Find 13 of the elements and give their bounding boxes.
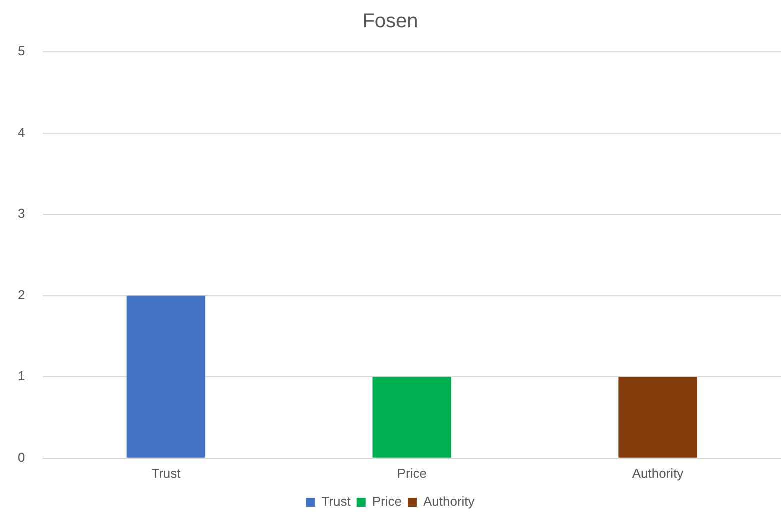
x-tick-label: Trust [152, 466, 182, 481]
y-tick-label: 1 [18, 368, 26, 384]
x-tick-label: Authority [632, 466, 684, 481]
y-tick-label: 3 [18, 206, 26, 222]
y-tick-label: 4 [18, 124, 26, 140]
chart-title: Fosen [362, 10, 418, 33]
legend-label: Price [372, 494, 402, 510]
y-tick-label: 0 [18, 450, 26, 465]
legend-label: Trust [322, 494, 352, 510]
y-tick-label: 5 [18, 44, 26, 59]
y-tick-label: 2 [18, 287, 26, 302]
x-tick-label: Price [397, 466, 427, 481]
legend-label: Authority [423, 494, 476, 510]
